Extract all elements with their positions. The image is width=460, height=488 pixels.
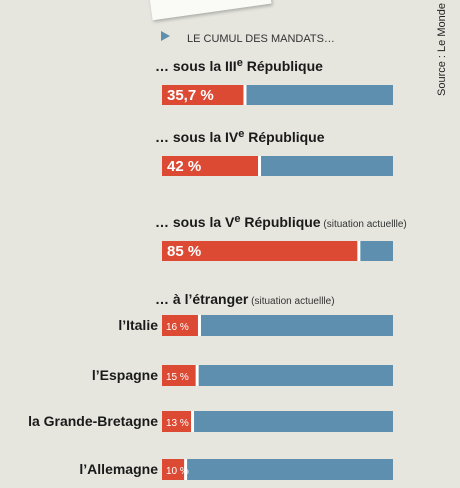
- country-label: l’Allemagne: [79, 461, 158, 477]
- bar-divider: [195, 365, 199, 386]
- bar-divider: [258, 156, 262, 176]
- country-label: l’Espagne: [92, 367, 158, 383]
- bar-value: [162, 459, 186, 480]
- bar-value-label: 16 %: [166, 322, 189, 333]
- source-credit: Source : Le Monde: [436, 3, 448, 96]
- bar-value-label: 15 %: [166, 372, 189, 383]
- group-label: … sous la IIIe République: [155, 57, 323, 74]
- abroad-heading: … à l’étranger (situation actuellle): [155, 291, 335, 307]
- bar-value-label: 42 %: [167, 158, 201, 175]
- country-label: la Grande-Bretagne: [28, 413, 158, 429]
- bar-divider: [184, 459, 188, 480]
- bar-track: [162, 365, 393, 386]
- bar-divider: [191, 411, 195, 432]
- group-label: … sous la Ve République (situation actue…: [155, 213, 407, 230]
- bar-track: [162, 411, 393, 432]
- bar-divider: [357, 241, 361, 261]
- title-marker-icon: [161, 31, 170, 41]
- bar-value: [162, 365, 197, 386]
- bar-value-label: 10 %: [166, 466, 189, 477]
- chart-title: LE CUMUL DES MANDATS…: [187, 33, 335, 45]
- bar-track: [162, 459, 393, 480]
- bar-track: [162, 315, 393, 336]
- bar-value: [162, 315, 199, 336]
- bar-value-label: 35,7 %: [167, 87, 214, 104]
- bar-value: [162, 241, 359, 261]
- bar-value: [162, 156, 260, 176]
- bar-divider: [197, 315, 201, 336]
- bar-value: [162, 85, 245, 105]
- bar-value-label: 85 %: [167, 243, 201, 260]
- country-label: l’Italie: [118, 317, 158, 333]
- bar-divider: [243, 85, 247, 105]
- bar-value-label: 13 %: [166, 418, 189, 429]
- group-label: … sous la IVe République: [155, 128, 325, 145]
- bar-value: [162, 411, 193, 432]
